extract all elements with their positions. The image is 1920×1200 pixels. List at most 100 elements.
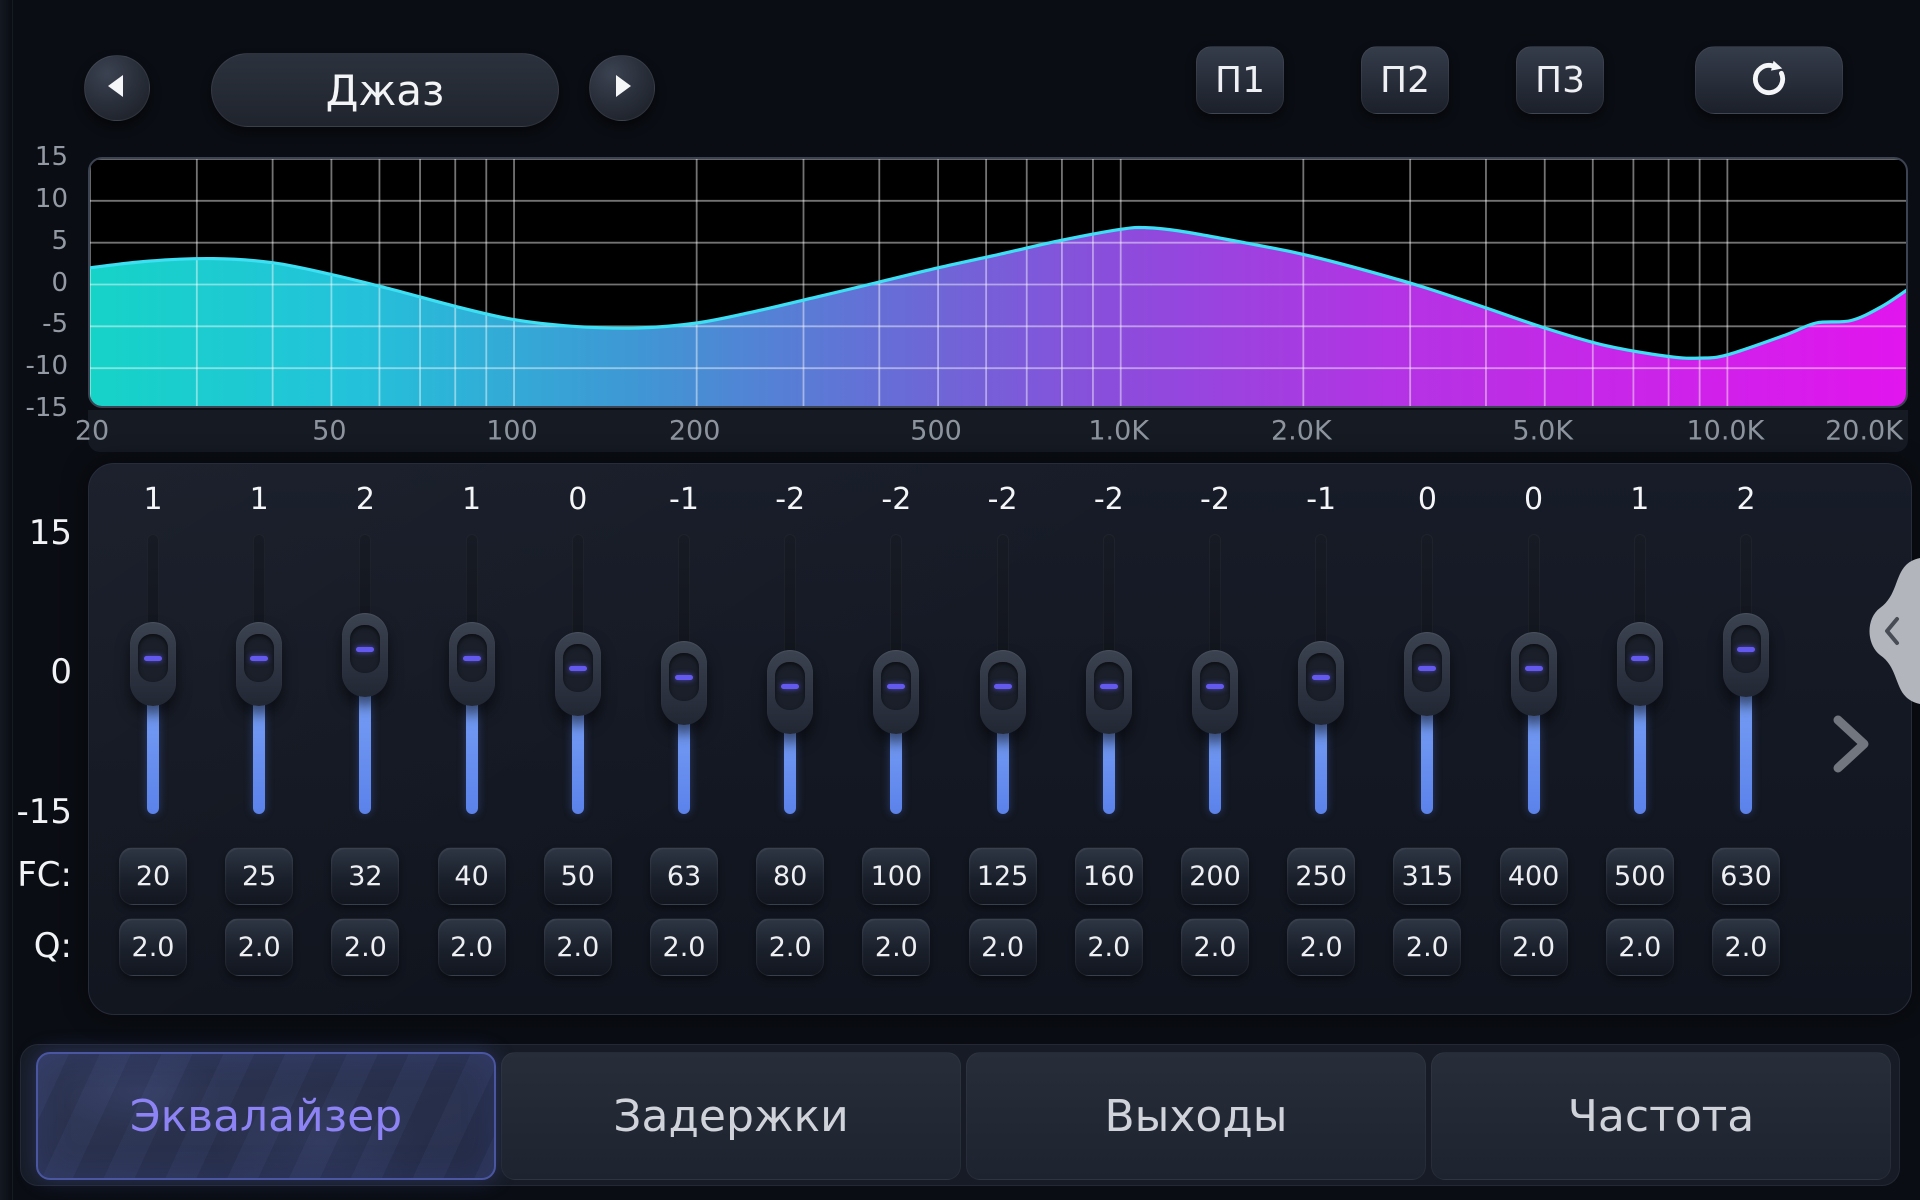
gain-slider-thumb[interactable]: [1404, 631, 1451, 716]
x-tick-label: 20.0K: [1825, 415, 1903, 447]
fc-button-80[interactable]: 80: [756, 847, 825, 905]
band-column-40: 1 40 2.0: [437, 464, 506, 1016]
q-button-63[interactable]: 2.0: [650, 918, 718, 976]
q-button-80[interactable]: 2.0: [756, 918, 825, 976]
q-button-100[interactable]: 2.0: [862, 918, 931, 976]
q-button-160[interactable]: 2.0: [1074, 918, 1143, 976]
gain-slider-fill: [1527, 693, 1540, 814]
band-column-200: -2 200 2.0: [1181, 464, 1249, 1016]
x-tick-label: 10.0K: [1686, 415, 1765, 447]
gain-slider-fill: [359, 674, 372, 814]
q-button-125[interactable]: 2.0: [968, 918, 1037, 976]
band-gain-value: -2: [1093, 482, 1124, 517]
fc-button-315[interactable]: 315: [1393, 847, 1462, 905]
fc-button-40[interactable]: 40: [437, 847, 506, 905]
bottom-tab-bar: Эквалайзер Задержки Выходы Частота: [20, 1044, 1900, 1186]
y-tick-label: -10: [25, 351, 68, 382]
q-button-25[interactable]: 2.0: [225, 918, 294, 976]
fc-button-50[interactable]: 50: [543, 847, 612, 905]
memory-preset-2-button[interactable]: П2: [1361, 46, 1449, 114]
gain-scale-min-label: -15: [16, 792, 72, 832]
preset-next-button[interactable]: [589, 55, 655, 121]
fc-button-160[interactable]: 160: [1074, 847, 1143, 905]
fc-button-250[interactable]: 250: [1287, 847, 1356, 905]
drawer-handle[interactable]: [1856, 556, 1920, 710]
gain-slider-thumb[interactable]: [873, 650, 920, 735]
fc-button-100[interactable]: 100: [862, 847, 931, 905]
fc-button-32[interactable]: 32: [331, 847, 400, 905]
fc-row-label: FC:: [17, 855, 72, 895]
gain-slider-thumb[interactable]: [1298, 640, 1345, 725]
band-gain-value: -1: [669, 482, 699, 517]
tab-outputs[interactable]: Выходы: [966, 1052, 1426, 1180]
q-button-250[interactable]: 2.0: [1287, 918, 1356, 976]
refresh-clockwise-icon: [1748, 57, 1790, 103]
gain-slider-thumb[interactable]: [448, 622, 495, 707]
triangle-left-icon: [101, 70, 133, 106]
band-gain-value: 0: [568, 482, 588, 517]
memory-preset-1-button[interactable]: П1: [1196, 46, 1284, 114]
fc-button-400[interactable]: 400: [1499, 847, 1568, 905]
gain-slider-thumb[interactable]: [1510, 631, 1557, 716]
fc-button-200[interactable]: 200: [1181, 847, 1249, 905]
q-button-630[interactable]: 2.0: [1712, 918, 1780, 976]
gain-scale-zero-label: 0: [50, 652, 72, 692]
band-gain-value: -2: [881, 482, 912, 517]
q-button-200[interactable]: 2.0: [1181, 918, 1249, 976]
y-tick-label: 0: [51, 267, 68, 298]
q-button-40[interactable]: 2.0: [437, 918, 506, 976]
band-column-400: 0 400 2.0: [1499, 464, 1568, 1016]
band-column-63: -1 63 2.0: [650, 464, 718, 1016]
band-gain-value: -2: [775, 482, 806, 517]
band-gain-value: -2: [1200, 482, 1230, 517]
gain-slider-fill: [890, 712, 903, 814]
tab-frequency[interactable]: Частота: [1431, 1052, 1891, 1180]
preset-selector[interactable]: Джаз: [211, 53, 559, 127]
q-button-400[interactable]: 2.0: [1499, 918, 1568, 976]
fc-button-25[interactable]: 25: [225, 847, 294, 905]
gain-slider-fill: [147, 684, 159, 814]
thumb-dash: [1630, 656, 1649, 662]
thumb-dash: [1099, 684, 1118, 690]
gain-slider-fill: [253, 684, 266, 814]
gain-slider-thumb[interactable]: [767, 650, 814, 735]
memory-preset-3-button[interactable]: П3: [1516, 46, 1604, 114]
q-button-50[interactable]: 2.0: [543, 918, 612, 976]
gain-slider-thumb[interactable]: [130, 622, 176, 707]
next-bands-button[interactable]: [1828, 712, 1874, 780]
gain-slider-thumb[interactable]: [554, 631, 601, 716]
gain-slider-fill: [1102, 712, 1115, 814]
gain-slider-thumb[interactable]: [1192, 650, 1238, 735]
gain-slider-thumb[interactable]: [979, 650, 1026, 735]
band-column-25: 1 25 2.0: [225, 464, 294, 1016]
gain-slider-thumb[interactable]: [342, 612, 389, 697]
fc-button-500[interactable]: 500: [1605, 847, 1674, 905]
gain-scale-max-label: 15: [28, 513, 72, 553]
gain-slider-thumb[interactable]: [1085, 650, 1132, 735]
gain-slider-fill: [1740, 674, 1752, 814]
eq-curve-line: [90, 225, 1906, 360]
x-tick-label: 2.0K: [1271, 415, 1332, 447]
fc-button-20[interactable]: 20: [119, 847, 187, 905]
q-button-32[interactable]: 2.0: [331, 918, 400, 976]
gain-slider-thumb[interactable]: [1616, 622, 1663, 707]
fc-button-125[interactable]: 125: [968, 847, 1037, 905]
gain-slider-fill: [1633, 684, 1646, 814]
band-gain-value: 1: [462, 482, 482, 517]
q-button-315[interactable]: 2.0: [1393, 918, 1462, 976]
gain-slider-fill: [465, 684, 478, 814]
q-button-20[interactable]: 2.0: [119, 918, 187, 976]
chevron-right-icon: [1828, 715, 1874, 780]
tab-equalizer[interactable]: Эквалайзер: [36, 1052, 496, 1180]
fc-button-63[interactable]: 63: [650, 847, 718, 905]
gain-slider-fill: [678, 702, 690, 814]
preset-prev-button[interactable]: [84, 55, 150, 121]
gain-slider-thumb[interactable]: [661, 640, 707, 725]
tab-delays[interactable]: Задержки: [501, 1052, 961, 1180]
gain-slider-thumb[interactable]: [236, 622, 283, 707]
q-button-500[interactable]: 2.0: [1605, 918, 1674, 976]
gain-slider-thumb[interactable]: [1723, 612, 1769, 697]
x-tick-label: 500: [910, 415, 962, 447]
fc-button-630[interactable]: 630: [1712, 847, 1780, 905]
reset-button[interactable]: [1695, 46, 1843, 114]
